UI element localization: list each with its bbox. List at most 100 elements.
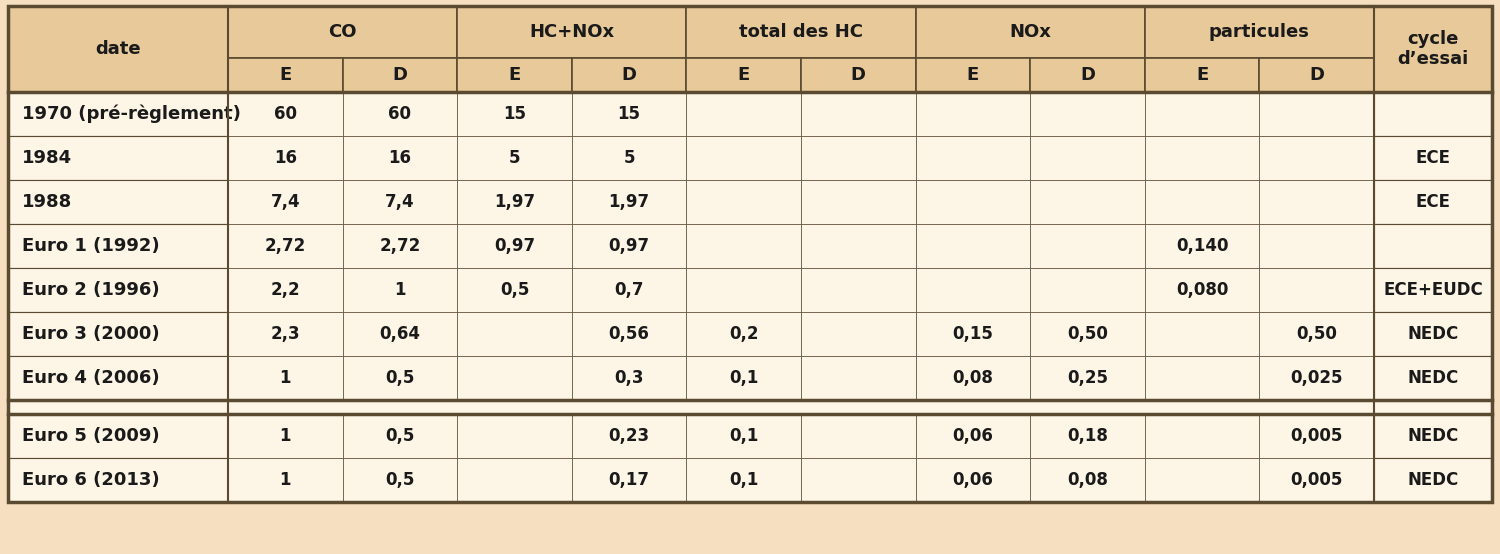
- Text: 0,3: 0,3: [615, 369, 644, 387]
- Bar: [915, 356, 1030, 400]
- Bar: [1144, 268, 1260, 312]
- Bar: [1030, 312, 1144, 356]
- Text: 0,7: 0,7: [615, 281, 644, 299]
- Text: 1: 1: [394, 281, 405, 299]
- Bar: [228, 180, 342, 224]
- Text: 0,1: 0,1: [729, 369, 759, 387]
- Text: 0,5: 0,5: [386, 369, 414, 387]
- Bar: [687, 58, 801, 92]
- Text: E: E: [1196, 66, 1208, 84]
- Bar: [8, 6, 1492, 502]
- Bar: [1374, 180, 1492, 224]
- Bar: [8, 312, 228, 356]
- Bar: [1030, 268, 1144, 312]
- Text: 2,2: 2,2: [270, 281, 300, 299]
- Text: 7,4: 7,4: [386, 193, 414, 211]
- Bar: [228, 224, 342, 268]
- Bar: [1030, 136, 1144, 180]
- Text: 1,97: 1,97: [609, 193, 650, 211]
- Bar: [1144, 312, 1260, 356]
- Text: NEDC: NEDC: [1407, 427, 1458, 445]
- Bar: [915, 458, 1030, 502]
- Bar: [342, 268, 458, 312]
- Bar: [687, 414, 801, 458]
- Text: 0,50: 0,50: [1066, 325, 1108, 343]
- Bar: [687, 180, 801, 224]
- Bar: [801, 136, 915, 180]
- Bar: [8, 356, 228, 400]
- Text: 0,64: 0,64: [380, 325, 420, 343]
- Bar: [1374, 312, 1492, 356]
- Bar: [1144, 224, 1260, 268]
- Bar: [572, 180, 687, 224]
- Bar: [915, 268, 1030, 312]
- Bar: [1374, 268, 1492, 312]
- Bar: [228, 6, 458, 58]
- Bar: [228, 312, 342, 356]
- Text: NEDC: NEDC: [1407, 325, 1458, 343]
- Bar: [8, 180, 228, 224]
- Bar: [1030, 180, 1144, 224]
- Text: D: D: [393, 66, 408, 84]
- Text: ECE: ECE: [1416, 193, 1450, 211]
- Text: NOx: NOx: [1010, 23, 1052, 41]
- Text: 1,97: 1,97: [494, 193, 536, 211]
- Bar: [458, 356, 572, 400]
- Text: ECE+EUDC: ECE+EUDC: [1383, 281, 1484, 299]
- Bar: [687, 6, 915, 58]
- Bar: [687, 356, 801, 400]
- Text: CO: CO: [328, 23, 357, 41]
- Bar: [1374, 224, 1492, 268]
- Bar: [342, 180, 458, 224]
- Bar: [801, 312, 915, 356]
- Text: 0,025: 0,025: [1290, 369, 1342, 387]
- Bar: [801, 356, 915, 400]
- Text: 2,3: 2,3: [270, 325, 300, 343]
- Bar: [1144, 92, 1260, 136]
- Text: D: D: [1080, 66, 1095, 84]
- Text: Euro 3 (2000): Euro 3 (2000): [22, 325, 159, 343]
- Text: Euro 2 (1996): Euro 2 (1996): [22, 281, 159, 299]
- Bar: [687, 268, 801, 312]
- Text: 0,97: 0,97: [494, 237, 536, 255]
- Bar: [801, 224, 915, 268]
- Text: 0,97: 0,97: [609, 237, 650, 255]
- Text: 5: 5: [509, 149, 520, 167]
- Bar: [1030, 58, 1144, 92]
- Bar: [228, 58, 342, 92]
- Bar: [801, 414, 915, 458]
- Text: 16: 16: [274, 149, 297, 167]
- Bar: [1374, 136, 1492, 180]
- Bar: [915, 136, 1030, 180]
- Text: D: D: [621, 66, 636, 84]
- Text: NEDC: NEDC: [1407, 369, 1458, 387]
- Bar: [801, 458, 915, 502]
- Text: Euro 4 (2006): Euro 4 (2006): [22, 369, 159, 387]
- Bar: [572, 58, 687, 92]
- Bar: [1030, 414, 1144, 458]
- Bar: [458, 458, 572, 502]
- Text: 0,23: 0,23: [609, 427, 650, 445]
- Text: 1970 (pré-règlement): 1970 (pré-règlement): [22, 105, 242, 123]
- Text: 1: 1: [279, 369, 291, 387]
- Bar: [915, 92, 1030, 136]
- Bar: [1260, 356, 1374, 400]
- Bar: [687, 92, 801, 136]
- Bar: [801, 268, 915, 312]
- Bar: [915, 414, 1030, 458]
- Text: 1: 1: [279, 427, 291, 445]
- Text: 0,5: 0,5: [500, 281, 530, 299]
- Bar: [572, 92, 687, 136]
- Bar: [342, 458, 458, 502]
- Text: HC+NOx: HC+NOx: [530, 23, 615, 41]
- Bar: [458, 414, 572, 458]
- Text: 0,1: 0,1: [729, 471, 759, 489]
- Bar: [342, 414, 458, 458]
- Bar: [687, 458, 801, 502]
- Bar: [342, 92, 458, 136]
- Bar: [801, 58, 915, 92]
- Bar: [342, 224, 458, 268]
- Text: ECE: ECE: [1416, 149, 1450, 167]
- Text: Euro 5 (2009): Euro 5 (2009): [22, 427, 159, 445]
- Text: 0,08: 0,08: [1066, 471, 1108, 489]
